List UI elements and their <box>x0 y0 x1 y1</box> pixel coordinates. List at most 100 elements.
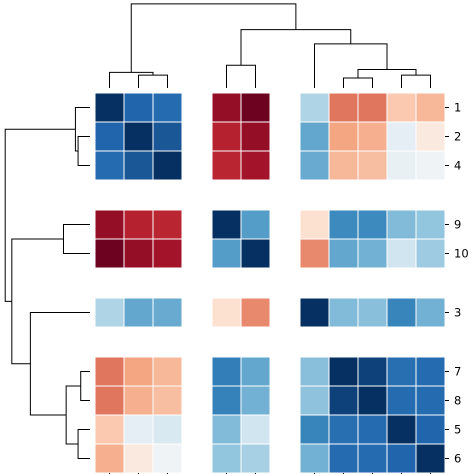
heatmap-cells <box>94 92 446 474</box>
heatmap-cell-6-10 <box>240 443 271 474</box>
heatmap-cell-9-1 <box>94 209 125 240</box>
row-label-1: 1 <box>454 101 461 115</box>
heatmap-cell-7-7 <box>328 356 359 387</box>
heatmap-cell-4-2 <box>123 150 154 181</box>
column-dendrogram <box>109 3 431 88</box>
heatmap-cell-9-2 <box>123 209 154 240</box>
heatmap-cell-8-2 <box>123 385 154 416</box>
heatmap-cell-6-1 <box>94 443 125 474</box>
col-dendro-link-4 <box>401 74 431 88</box>
heatmap-cell-6-3 <box>299 443 330 474</box>
row-label-8: 8 <box>454 394 461 408</box>
heatmap-cell-8-4 <box>152 385 183 416</box>
heatmap-cell-10-8 <box>357 238 388 269</box>
heatmap-cell-5-1 <box>94 414 125 445</box>
row-dendro-link-0 <box>77 136 90 166</box>
heatmap-cell-8-1 <box>94 385 125 416</box>
heatmap-cell-7-8 <box>357 356 388 387</box>
heatmap-cell-7-5 <box>386 356 417 387</box>
heatmap-cell-10-1 <box>94 238 125 269</box>
heatmap-cell-4-8 <box>357 150 388 181</box>
heatmap-cell-4-9 <box>211 150 242 181</box>
heatmap-cell-9-10 <box>240 209 271 240</box>
heatmap-cell-2-6 <box>415 121 446 152</box>
heatmap-cell-8-10 <box>240 385 271 416</box>
heatmap-cell-3-7 <box>328 297 359 328</box>
heatmap-cell-9-8 <box>357 209 388 240</box>
heatmap-cell-3-4 <box>152 297 183 328</box>
heatmap-cell-2-3 <box>299 121 330 152</box>
heatmap-cell-6-8 <box>357 443 388 474</box>
heatmap-cell-4-5 <box>386 150 417 181</box>
heatmap-cell-6-9 <box>211 443 242 474</box>
col-dendro-link-0 <box>138 74 168 88</box>
heatmap-cell-1-8 <box>357 92 388 123</box>
heatmap-cell-4-4 <box>152 150 183 181</box>
row-label-5: 5 <box>454 423 461 437</box>
row-dendro-link-8 <box>4 128 76 302</box>
row-label-9: 9 <box>454 218 461 232</box>
row-label-10: 10 <box>454 247 469 261</box>
heatmap-cell-9-3 <box>299 209 330 240</box>
heatmap-cell-10-7 <box>328 238 359 269</box>
heatmap-cell-10-5 <box>386 238 417 269</box>
col-dendro-link-6 <box>314 43 388 88</box>
row-label-2: 2 <box>454 130 461 144</box>
heatmap-cell-1-7 <box>328 92 359 123</box>
heatmap-cell-2-9 <box>211 121 242 152</box>
heatmap-cell-2-4 <box>152 121 183 152</box>
heatmap-cell-8-5 <box>386 385 417 416</box>
heatmap-cell-3-5 <box>386 297 417 328</box>
heatmap-cell-4-7 <box>328 150 359 181</box>
heatmap-cell-10-6 <box>415 238 446 269</box>
heatmap-cell-8-3 <box>299 385 330 416</box>
heatmap-cell-4-3 <box>299 150 330 181</box>
heatmap-cell-10-4 <box>152 238 183 269</box>
heatmap-cell-5-2 <box>123 414 154 445</box>
heatmap-cell-2-8 <box>357 121 388 152</box>
heatmap-cell-3-2 <box>123 297 154 328</box>
heatmap-cell-7-3 <box>299 356 330 387</box>
col-dendro-link-5 <box>357 68 417 79</box>
row-dendrogram <box>4 107 90 459</box>
heatmap-cell-8-9 <box>211 385 242 416</box>
heatmap-cell-1-6 <box>415 92 446 123</box>
row-dendro-link-3 <box>80 371 90 401</box>
heatmap-cell-9-9 <box>211 209 242 240</box>
heatmap-cell-5-9 <box>211 414 242 445</box>
heatmap-cell-7-1 <box>94 356 125 387</box>
heatmap-cell-6-6 <box>415 443 446 474</box>
heatmap-cell-6-5 <box>386 443 417 474</box>
heatmap-cell-2-1 <box>94 121 125 152</box>
heatmap-cell-9-5 <box>386 209 417 240</box>
heatmap-cell-5-10 <box>240 414 271 445</box>
row-label-3: 3 <box>454 306 461 320</box>
heatmap-cell-7-10 <box>240 356 271 387</box>
col-dendro-link-2 <box>226 64 256 88</box>
heatmap-cell-3-8 <box>357 297 388 328</box>
heatmap-cell-5-8 <box>357 414 388 445</box>
heatmap-cell-2-10 <box>240 121 271 152</box>
heatmap-cell-4-1 <box>94 150 125 181</box>
heatmap-cell-5-5 <box>386 414 417 445</box>
row-label-4: 4 <box>454 159 461 173</box>
row-tick-labels: 1 2 4 9 10 3 7 8 5 6 <box>445 101 469 466</box>
heatmap-cell-8-7 <box>328 385 359 416</box>
heatmap-cell-2-2 <box>123 121 154 152</box>
heatmap-cell-9-6 <box>415 209 446 240</box>
row-dendro-link-7 <box>11 238 64 365</box>
heatmap-cell-4-10 <box>240 150 271 181</box>
heatmap-cell-7-9 <box>211 356 242 387</box>
heatmap-cell-7-2 <box>123 356 154 387</box>
heatmap-cell-1-3 <box>299 92 330 123</box>
heatmap-cell-5-6 <box>415 414 446 445</box>
heatmap-cell-1-9 <box>211 92 242 123</box>
heatmap-cell-5-4 <box>152 414 183 445</box>
heatmap-cell-9-7 <box>328 209 359 240</box>
row-label-6: 6 <box>454 452 461 466</box>
heatmap-cell-4-6 <box>415 150 446 181</box>
heatmap-cell-10-2 <box>123 238 154 269</box>
heatmap-cell-10-10 <box>240 238 271 269</box>
heatmap-cell-7-6 <box>415 356 446 387</box>
